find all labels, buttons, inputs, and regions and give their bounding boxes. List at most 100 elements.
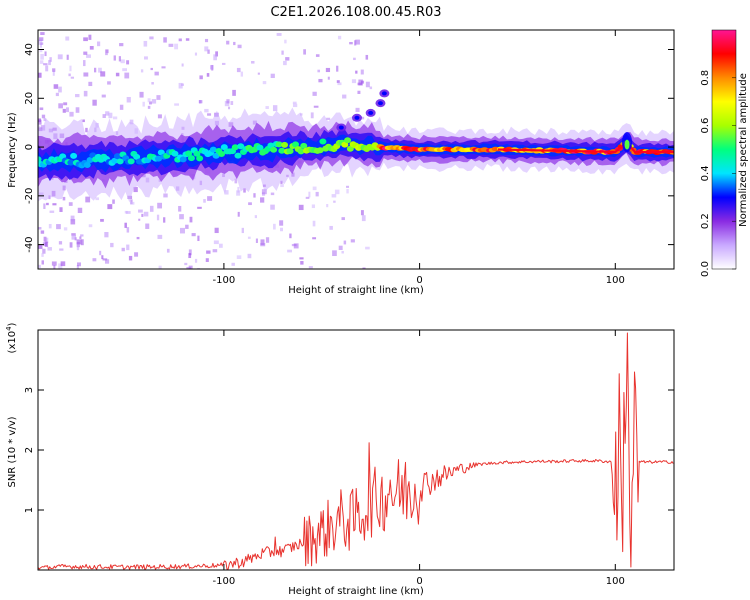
noise-cell — [161, 66, 166, 69]
spectrogram-y-tick-label: -20 — [24, 188, 35, 204]
noise-cell — [312, 186, 317, 191]
snr-y-ticks: 1 2 3 — [24, 387, 674, 513]
noise-cell — [315, 191, 319, 197]
noise-cell — [214, 227, 219, 234]
noise-cell — [66, 107, 69, 113]
noise-cell — [107, 81, 111, 85]
noise-cell — [45, 65, 49, 72]
noise-cell — [57, 54, 63, 60]
noise-cell — [194, 52, 198, 56]
noise-cell — [253, 193, 256, 198]
noise-cell — [88, 81, 93, 87]
noise-cell — [357, 82, 363, 86]
ridge-cell — [127, 158, 135, 165]
noise-cell — [98, 67, 102, 73]
noise-cell — [40, 32, 45, 36]
noise-cell — [260, 239, 265, 246]
noise-cell — [293, 243, 299, 249]
spectrogram-band-layer — [38, 128, 674, 182]
noise-cell — [53, 265, 56, 269]
noise-cell — [237, 44, 242, 49]
noise-cell — [168, 43, 174, 47]
noise-cell — [210, 65, 214, 70]
ridge-cell — [319, 138, 327, 145]
ridge-cell — [344, 137, 352, 144]
noise-cell — [280, 227, 283, 232]
noise-cell — [52, 70, 55, 76]
noise-cell — [232, 89, 236, 96]
ridge-cell — [286, 148, 294, 155]
noise-cell — [43, 63, 48, 66]
noise-cell — [338, 245, 343, 251]
branch-core — [381, 91, 387, 96]
noise-cell — [158, 265, 162, 269]
noise-cell — [48, 60, 51, 66]
noise-cell — [276, 33, 282, 36]
noise-cell — [104, 259, 110, 264]
noise-cell — [100, 71, 106, 77]
noise-cell — [341, 250, 344, 254]
noise-cell — [120, 59, 125, 64]
colorbar-ticks: 0.0 0.2 0.4 0.6 0.8 — [700, 70, 736, 277]
noise-cell — [124, 222, 127, 228]
noise-cell — [105, 53, 108, 56]
noise-cell — [58, 263, 63, 269]
noise-cell — [231, 262, 235, 266]
noise-cell — [102, 258, 108, 261]
noise-cell — [283, 60, 287, 66]
noise-cell — [69, 111, 74, 117]
colorbar-label: Normalized spectral amplitude — [738, 73, 749, 227]
ridge-cell — [111, 157, 119, 164]
noise-cell — [332, 250, 337, 257]
noise-cell — [240, 71, 244, 77]
noise-cell — [179, 214, 184, 220]
snr-panel: -100 0 100 1 2 3 Height of straight line (km… — [5, 322, 675, 597]
branch-core — [338, 125, 344, 130]
noise-cell — [360, 116, 365, 120]
noise-cell — [71, 234, 77, 240]
ridge-cell — [316, 147, 324, 154]
noise-cell — [44, 51, 47, 57]
noise-cell — [49, 57, 52, 62]
noise-cell — [247, 236, 251, 239]
noise-cell — [207, 196, 213, 201]
noise-cell — [284, 39, 287, 44]
spectrogram-y-tick-label: 20 — [24, 92, 35, 105]
noise-cell — [83, 51, 88, 55]
noise-cell — [354, 40, 357, 46]
spectrogram-y-tick-label: -40 — [24, 236, 35, 252]
noise-cell — [71, 233, 76, 236]
noise-cell — [145, 223, 150, 229]
ridge-cell — [185, 150, 193, 157]
noise-cell — [204, 108, 209, 113]
noise-cell — [38, 264, 41, 269]
noise-cell — [247, 253, 252, 259]
ridge-cell — [275, 141, 283, 148]
noise-cell — [112, 116, 118, 120]
noise-cell — [70, 76, 75, 79]
svg-text:(x104): (x104) — [5, 322, 18, 353]
noise-cell — [138, 209, 143, 213]
noise-cell — [207, 49, 210, 54]
noise-cell — [357, 90, 361, 94]
noise-cell — [39, 44, 42, 48]
noise-cell — [58, 103, 63, 109]
spectrogram-x-ticks: -100 0 100 — [213, 30, 625, 286]
noise-cell — [329, 225, 333, 230]
noise-cell — [42, 248, 46, 254]
noise-cell — [280, 184, 284, 188]
noise-cell — [346, 188, 349, 194]
noise-cell — [228, 106, 231, 110]
noise-cell — [273, 223, 276, 230]
noise-cell — [38, 227, 42, 230]
spectrogram-y-ticks: -40 -20 0 20 40 — [24, 43, 674, 253]
noise-cell — [95, 197, 100, 201]
noise-cell — [79, 236, 82, 239]
noise-cell — [138, 218, 141, 221]
snr-x-tick-label: 0 — [416, 576, 422, 587]
noise-cell — [365, 54, 369, 60]
noise-cell — [48, 223, 52, 229]
colorbar-tick-label: 0.6 — [700, 118, 711, 134]
noise-cell — [191, 233, 196, 237]
